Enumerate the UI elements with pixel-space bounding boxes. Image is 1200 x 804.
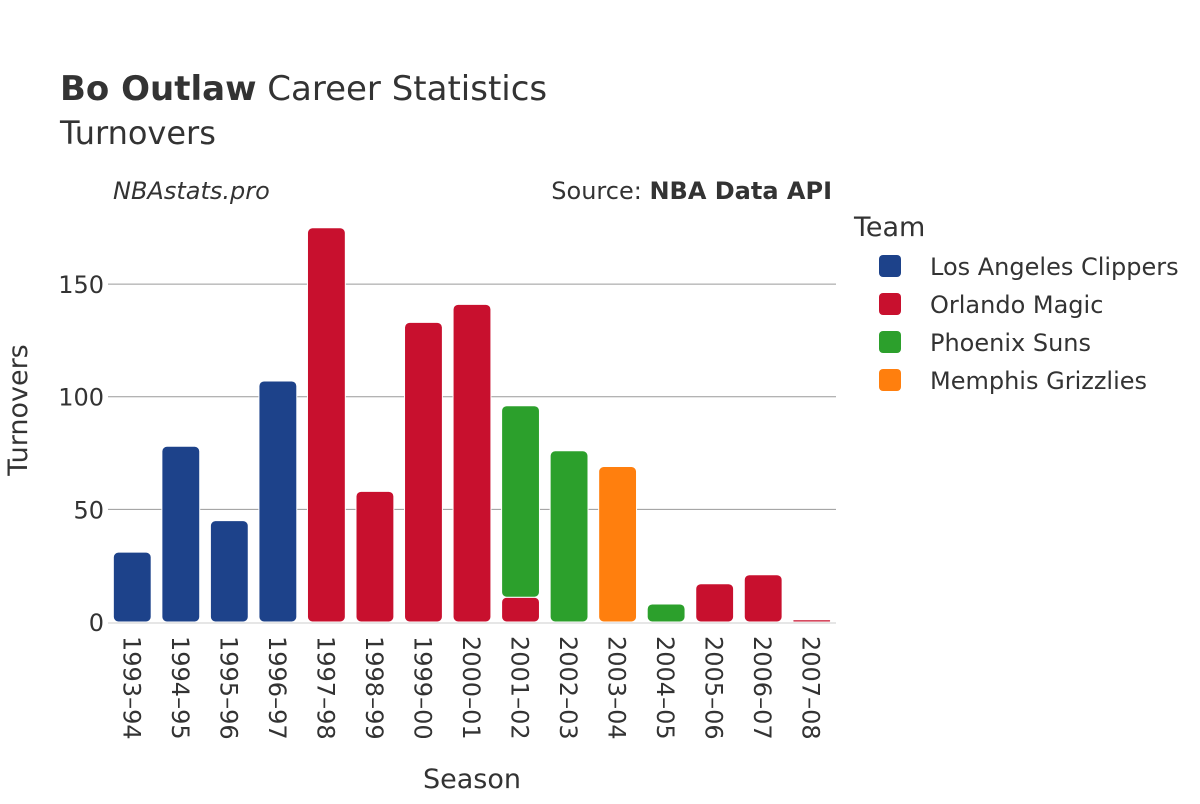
x-tick-label: 2004–05	[651, 636, 679, 740]
x-tick-labels: 1993–94 1994–95 1995–96 1996–97 1997–98 1998–…	[117, 636, 824, 740]
x-tick-label: 1998–99	[360, 636, 388, 740]
x-tick-label: 2005–06	[700, 636, 728, 740]
chart-title-rest: Career Statistics	[256, 69, 547, 109]
chart-title: Bo Outlaw Career Statistics	[60, 69, 547, 109]
x-tick-label: 1999–00	[408, 636, 436, 740]
legend-swatch	[879, 369, 901, 391]
x-tick-label: 1997–98	[311, 636, 339, 740]
bar-segment	[161, 445, 201, 623]
bars	[108, 227, 836, 624]
source-prefix: Source:	[551, 177, 649, 205]
legend-title: Team	[853, 212, 925, 243]
source-label: Source: NBA Data API	[551, 177, 832, 205]
legend-label: Orlando Magic	[930, 291, 1103, 319]
bar-segment	[209, 520, 249, 623]
legend-swatch	[879, 331, 901, 353]
legend: Los Angeles Clippers Orlando Magic Phoenix…	[879, 253, 1179, 395]
chart-subtitle: Turnovers	[59, 114, 216, 152]
x-tick-label: 1996–97	[263, 636, 291, 740]
y-tick-label: 150	[58, 271, 104, 299]
bar-segment	[404, 321, 443, 623]
chart-title-bold: Bo Outlaw	[60, 69, 256, 109]
legend-swatch	[879, 255, 901, 277]
bar-segment	[306, 227, 346, 623]
y-tick-label: 0	[89, 609, 104, 637]
x-tick-label: 1995–96	[214, 636, 242, 740]
x-tick-label: 2006–07	[748, 636, 776, 740]
legend-label: Los Angeles Clippers	[930, 253, 1179, 281]
bar-segment	[646, 603, 686, 623]
bar-segment	[501, 405, 540, 598]
y-tick-labels: 0 50 100 150	[58, 271, 104, 637]
x-tick-label: 1993–94	[117, 636, 145, 740]
bar-segment	[695, 583, 735, 623]
source-name: NBA Data API	[649, 177, 832, 205]
bar-segment	[792, 619, 832, 623]
bar-segment	[258, 380, 298, 623]
watermark: NBAstats.pro	[113, 177, 270, 205]
bar-segment	[743, 574, 783, 623]
bar-segment	[598, 466, 638, 623]
bar-segment	[355, 490, 395, 623]
x-tick-label: 2000–01	[457, 636, 485, 740]
y-tick-label: 50	[73, 496, 104, 524]
x-axis-title: Season	[423, 764, 521, 795]
x-tick-label: 1994–95	[166, 636, 194, 740]
bar-segment	[112, 551, 152, 623]
x-tick-label: 2002–03	[554, 636, 582, 740]
bar-segment	[501, 596, 540, 623]
x-tick-label: 2003–04	[603, 636, 631, 740]
x-tick-label: 2001–02	[506, 636, 534, 740]
bar-segment	[549, 450, 589, 623]
y-tick-label: 100	[58, 384, 104, 412]
x-tick-label: 2007–08	[797, 636, 825, 740]
legend-label: Memphis Grizzlies	[930, 367, 1147, 395]
y-axis-title: Turnovers	[3, 344, 34, 477]
legend-label: Phoenix Suns	[930, 329, 1091, 357]
legend-swatch	[879, 293, 901, 315]
bar-segment	[452, 303, 492, 623]
